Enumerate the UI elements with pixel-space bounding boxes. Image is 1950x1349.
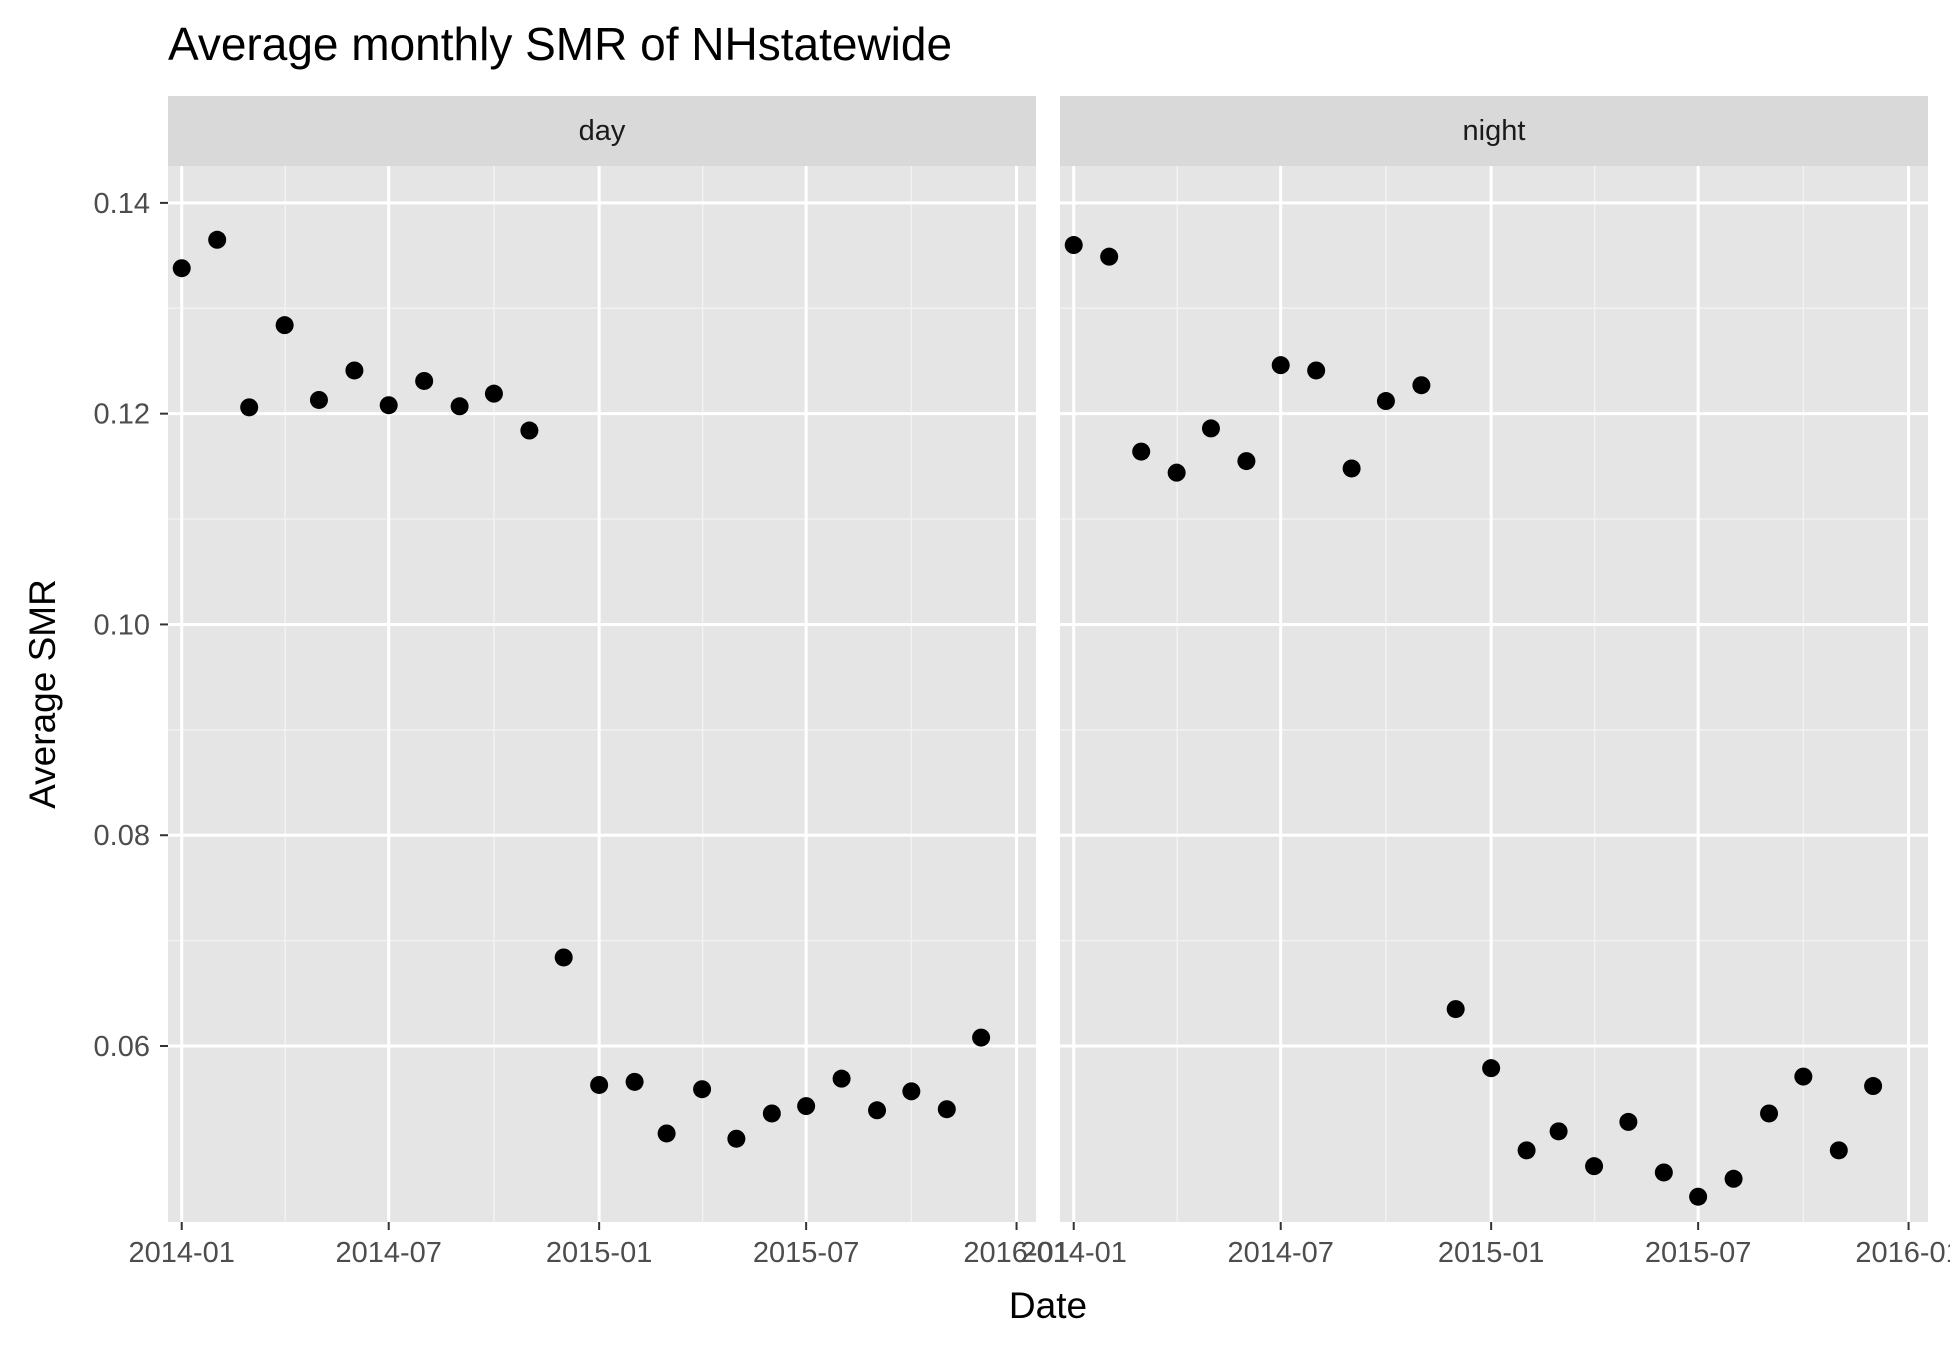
- data-point: [727, 1129, 746, 1148]
- y-axis-title: Average SMR: [22, 579, 63, 809]
- x-tick-label: 2015-01: [1438, 1237, 1544, 1269]
- data-point: [1201, 419, 1220, 438]
- data-point: [1167, 463, 1186, 482]
- data-point: [240, 398, 259, 417]
- x-axis-day: 2014-01 2014-07 2015-01 2015-07 2016-01: [129, 1222, 1070, 1269]
- data-point: [1829, 1141, 1848, 1160]
- x-axis-night: 2014-01 2014-07 2015-01 2015-07 2016-01: [1021, 1222, 1950, 1269]
- data-point: [1132, 442, 1151, 461]
- data-point: [345, 361, 364, 380]
- data-point: [1517, 1141, 1536, 1160]
- y-tick-label: 0.10: [94, 609, 150, 641]
- data-point: [868, 1101, 887, 1120]
- data-point: [484, 384, 503, 403]
- gridlines-day: [168, 166, 1036, 1222]
- data-point: [1271, 356, 1290, 375]
- facet-strip-label-day: day: [579, 115, 626, 147]
- data-point: [1482, 1059, 1501, 1078]
- data-point: [1864, 1077, 1883, 1096]
- data-point: [937, 1100, 956, 1119]
- data-points-night: [1064, 236, 1883, 1206]
- data-point: [1376, 392, 1395, 411]
- data-point: [1100, 247, 1119, 266]
- data-point: [762, 1104, 781, 1123]
- gridlines-night: [1060, 166, 1928, 1222]
- data-point: [1064, 236, 1083, 255]
- chart-title: Average monthly SMR of NHstatewide: [168, 18, 952, 70]
- x-tick-label: 2016-01: [963, 1237, 1069, 1269]
- data-point: [590, 1075, 609, 1094]
- y-tick-label: 0.08: [94, 820, 150, 852]
- data-point: [832, 1069, 851, 1088]
- data-point: [972, 1028, 991, 1047]
- data-point: [1760, 1104, 1779, 1123]
- data-point: [1412, 376, 1431, 395]
- x-tick-label: 2016-01: [1855, 1237, 1950, 1269]
- data-point: [1307, 361, 1326, 380]
- data-point: [1549, 1122, 1568, 1141]
- data-point: [379, 396, 398, 415]
- data-point: [1654, 1163, 1673, 1182]
- data-point: [172, 259, 191, 278]
- y-tick-label: 0.06: [94, 1031, 150, 1063]
- data-point: [693, 1080, 712, 1099]
- facet-panel-day: day: [168, 96, 1036, 1222]
- x-tick-label: 2015-01: [546, 1237, 652, 1269]
- x-tick-label: 2014-01: [1021, 1237, 1127, 1269]
- data-point: [657, 1124, 676, 1143]
- data-point: [450, 397, 469, 416]
- data-point: [1794, 1067, 1813, 1086]
- data-point: [1237, 452, 1256, 471]
- facet-strip-night: [1060, 96, 1928, 166]
- data-point: [1342, 459, 1361, 478]
- data-point: [902, 1082, 921, 1101]
- y-axis: 0.06 0.08 0.10 0.12 0.14: [94, 188, 168, 1063]
- data-point: [1446, 1000, 1465, 1019]
- data-point: [520, 421, 539, 440]
- data-point: [275, 316, 294, 335]
- x-tick-label: 2014-07: [1227, 1237, 1333, 1269]
- data-point: [1724, 1169, 1743, 1188]
- facet-strip-day: [168, 96, 1036, 166]
- facet-panel-night: night: [1060, 96, 1928, 1222]
- y-tick-label: 0.12: [94, 399, 150, 431]
- data-point: [1585, 1157, 1604, 1176]
- x-axis-title: Date: [1009, 1285, 1087, 1326]
- data-point: [554, 948, 573, 967]
- data-point: [625, 1072, 644, 1091]
- plot-background-day: [168, 166, 1036, 1222]
- facet-strip-label-night: night: [1463, 115, 1526, 147]
- data-point: [1689, 1187, 1708, 1206]
- y-tick-label: 0.14: [94, 188, 150, 220]
- data-point: [208, 230, 227, 249]
- data-points-day: [172, 230, 991, 1148]
- x-tick-label: 2015-07: [1645, 1237, 1751, 1269]
- data-point: [797, 1097, 816, 1116]
- x-tick-label: 2015-07: [753, 1237, 859, 1269]
- data-point: [415, 371, 434, 390]
- x-tick-label: 2014-01: [129, 1237, 235, 1269]
- data-point: [309, 390, 328, 409]
- data-point: [1619, 1112, 1638, 1131]
- x-tick-label: 2014-07: [335, 1237, 441, 1269]
